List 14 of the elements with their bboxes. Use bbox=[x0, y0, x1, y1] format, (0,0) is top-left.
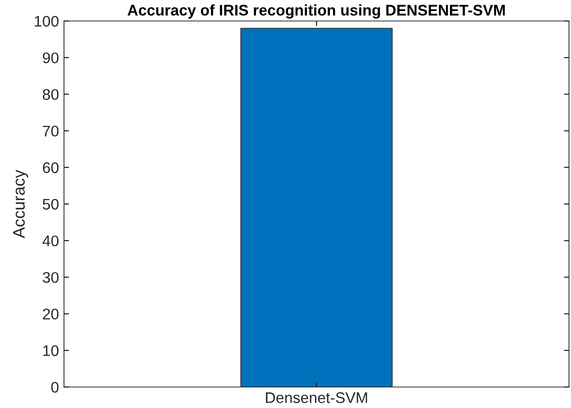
y-tick-label: 90 bbox=[42, 52, 59, 64]
y-tick-label: 50 bbox=[42, 198, 59, 210]
x-tick-label: Densenet-SVM bbox=[266, 392, 368, 404]
y-tick-label: 80 bbox=[42, 89, 59, 100]
y-axis-title: Accuracy bbox=[13, 170, 28, 238]
y-tick-label: 20 bbox=[42, 308, 59, 320]
y-tick-label: 10 bbox=[43, 345, 59, 356]
y-tick-label: 70 bbox=[42, 126, 59, 136]
y-tick-label: 0 bbox=[51, 382, 59, 393]
y-tick-label: 40 bbox=[42, 235, 59, 246]
y-tick-label: 30 bbox=[42, 272, 59, 283]
y-tick-label: 60 bbox=[42, 162, 59, 174]
y-tick-label: 100 bbox=[34, 16, 59, 27]
chart-title: Accuracy of IRIS recognition using DENSENET-SVM bbox=[128, 4, 505, 19]
